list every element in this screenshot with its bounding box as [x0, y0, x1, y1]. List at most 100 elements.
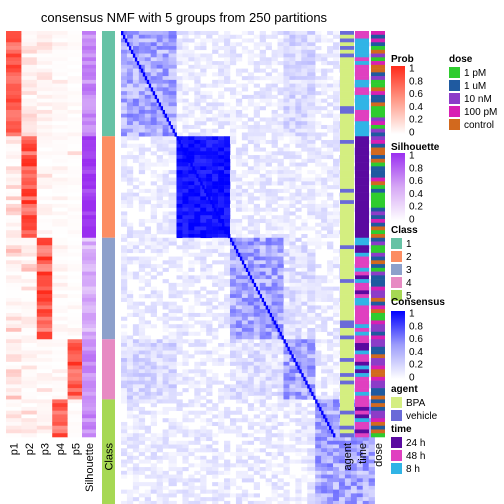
consensus-cell — [247, 170, 255, 175]
consensus-cell — [271, 87, 278, 92]
consensus-cell — [301, 361, 308, 366]
agent-cell — [340, 279, 354, 284]
consensus-diagonal-cell — [281, 335, 284, 340]
consensus-cell — [168, 286, 177, 291]
consensus-cell — [327, 489, 334, 494]
consensus-cell — [265, 117, 272, 122]
consensus-cell — [150, 395, 157, 400]
consensus-cell — [247, 279, 255, 284]
consensus-cell — [224, 384, 231, 389]
consensus-cell — [212, 327, 219, 333]
consensus-cell — [150, 143, 157, 148]
consensus-cell — [150, 203, 157, 208]
consensus-cell — [121, 38, 128, 43]
consensus-cell — [168, 339, 177, 344]
consensus-cell — [168, 196, 177, 201]
consensus-cell — [327, 452, 334, 457]
consensus-cell — [307, 358, 316, 363]
consensus-cell — [271, 181, 278, 186]
prob-cell — [36, 98, 53, 103]
consensus-cell — [327, 497, 334, 502]
consensus-cell — [188, 245, 195, 250]
consensus-cell — [156, 237, 163, 242]
consensus-cell — [176, 474, 183, 479]
consensus-cell — [241, 158, 249, 163]
consensus-cell — [206, 102, 213, 107]
consensus-cell — [162, 470, 169, 475]
consensus-cell — [301, 455, 308, 460]
consensus-cell — [241, 346, 249, 351]
consensus-cell — [132, 421, 140, 427]
consensus-cell — [283, 305, 290, 310]
consensus-cell — [295, 361, 302, 366]
consensus-cell — [344, 452, 352, 457]
consensus-cell — [301, 478, 308, 483]
consensus-cell — [132, 61, 140, 66]
consensus-cell — [301, 282, 308, 287]
consensus-cell — [132, 482, 140, 487]
prob-cell — [21, 173, 38, 178]
consensus-cell — [224, 170, 231, 175]
agent-cell — [340, 207, 354, 212]
consensus-cell — [277, 421, 284, 427]
agent-cell — [340, 421, 354, 427]
consensus-diagonal-cell — [243, 264, 247, 269]
consensus-cell — [247, 365, 255, 370]
consensus-cell — [283, 260, 290, 265]
consensus-cell — [283, 91, 290, 96]
consensus-cell — [241, 376, 249, 381]
consensus-cell — [156, 470, 163, 475]
consensus-cell — [144, 395, 152, 400]
consensus-cell — [247, 140, 255, 145]
silhouette-cell — [82, 339, 96, 344]
consensus-cell — [315, 406, 322, 411]
consensus-cell — [235, 151, 243, 156]
prob-cell — [67, 128, 84, 133]
consensus-cell — [350, 489, 358, 494]
consensus-cell — [321, 324, 328, 329]
prob-cell — [67, 79, 84, 84]
consensus-cell — [301, 350, 308, 355]
consensus-cell — [283, 151, 290, 156]
consensus-cell — [301, 373, 308, 378]
consensus-cell — [212, 245, 219, 250]
consensus-cell — [321, 376, 328, 381]
consensus-cell — [206, 143, 213, 148]
consensus-cell — [241, 433, 249, 438]
consensus-cell — [206, 463, 213, 468]
consensus-cell — [271, 218, 278, 224]
consensus-cell — [182, 455, 189, 460]
consensus-cell — [253, 245, 261, 250]
consensus-cell — [271, 188, 278, 193]
consensus-cell — [206, 234, 213, 239]
consensus-cell — [289, 31, 296, 36]
time-cell — [355, 87, 369, 92]
consensus-cell — [200, 230, 207, 235]
prob-cell — [6, 79, 22, 84]
consensus-cell — [333, 350, 340, 355]
consensus-cell — [126, 343, 134, 348]
silhouette-cell — [82, 350, 96, 355]
consensus-cell — [162, 279, 169, 284]
consensus-cell — [295, 429, 302, 434]
consensus-diagonal-cell — [333, 433, 336, 438]
consensus-cell — [271, 34, 278, 39]
prob-cell — [6, 143, 22, 148]
agent-cell — [340, 83, 354, 88]
consensus-cell — [289, 49, 296, 54]
consensus-cell — [271, 403, 278, 408]
consensus-cell — [283, 388, 290, 393]
prob-cell — [6, 215, 22, 220]
consensus-cell — [218, 282, 225, 287]
consensus-cell — [283, 215, 290, 220]
consensus-cell — [253, 369, 261, 374]
consensus-cell — [182, 376, 189, 381]
consensus-cell — [265, 376, 272, 381]
consensus-cell — [368, 467, 375, 472]
consensus-cell — [162, 260, 169, 265]
consensus-cell — [333, 312, 340, 318]
consensus-cell — [301, 87, 308, 92]
agent-cell — [340, 222, 354, 227]
consensus-cell — [182, 203, 189, 208]
consensus-cell — [176, 467, 183, 472]
